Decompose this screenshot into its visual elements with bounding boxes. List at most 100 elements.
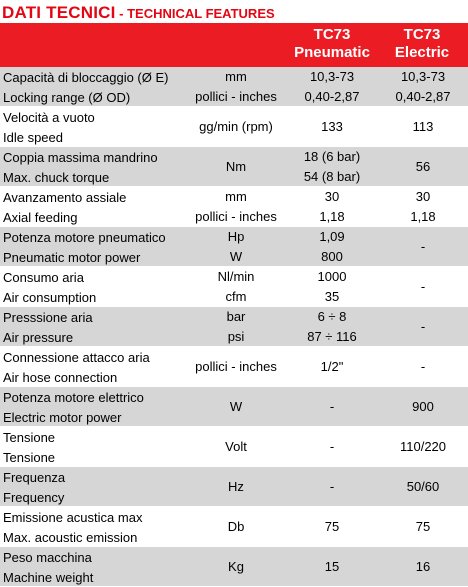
label-italian: Tensione	[3, 430, 56, 445]
electric-value-line: 1,18	[410, 208, 436, 224]
pneumatic-value-cell: -	[286, 387, 378, 426]
electric-value-line: 113	[412, 118, 434, 134]
unit-cell: mm pollici - inches	[186, 67, 286, 106]
electric-value-cell: -	[378, 227, 468, 266]
pneumatic-value-line: 30	[324, 189, 340, 204]
row-label: Potenza motore elettrico Electric motor p…	[3, 388, 144, 427]
unit-cell: Kg	[186, 547, 286, 586]
pneumatic-value-cell: 15	[286, 547, 378, 586]
label-italian: Emissione acustica max	[3, 510, 143, 525]
table-row: Emissione acustica max Max. acoustic emis…	[0, 507, 468, 547]
electric-value-cell: 75	[378, 507, 468, 546]
unit-line: gg/min (rpm)	[199, 118, 273, 134]
unit-cell: W	[186, 387, 286, 426]
row-label: Capacità di bloccaggio (Ø E) Locking rang…	[3, 68, 168, 107]
electric-value-cell: 30 1,18	[378, 187, 468, 226]
label-italian: Frequenza	[3, 470, 66, 485]
unit-line: cfm	[225, 288, 247, 304]
electric-value-cell: 16	[378, 547, 468, 586]
table-header: TC73 Pneumatic TC73 Electric	[0, 23, 468, 67]
electric-value-line: 0,40-2,87	[395, 88, 451, 104]
pneumatic-value-cell: 6 ÷ 8 87 ÷ 116	[286, 307, 378, 346]
pneumatic-value-cell: 1,09 800	[286, 227, 378, 266]
row-label: Presssione aria Air pressure	[3, 308, 93, 347]
pneumatic-value-cell: 18 (6 bar) 54 (8 bar)	[286, 147, 378, 186]
electric-value-line: -	[420, 358, 426, 374]
title-main: DATI TECNICI	[2, 3, 116, 22]
pneumatic-value-line: 6 ÷ 8	[317, 309, 347, 324]
table-row: Frequenza Frequency Hz - 50/60	[0, 467, 468, 507]
label-english: Electric motor power	[3, 409, 122, 425]
pneumatic-value-cell: -	[286, 467, 378, 506]
header-pneumatic-model: TC73	[313, 26, 351, 43]
pneumatic-value-line: 18 (6 bar)	[303, 149, 361, 164]
header-pneumatic-type: Pneumatic	[294, 44, 370, 61]
unit-line: Nl/min	[217, 269, 255, 284]
unit-line: Hz	[228, 478, 244, 494]
table-row: Potenza motore pneumatico Pneumatic motor…	[0, 227, 468, 267]
row-label: Connessione attacco aria Air hose connect…	[3, 348, 150, 387]
electric-value-line: -	[420, 278, 426, 294]
unit-line: mm	[225, 189, 247, 204]
label-english: Max. acoustic emission	[3, 529, 138, 545]
electric-value-line: -	[420, 238, 426, 254]
unit-cell: Db	[186, 507, 286, 546]
label-english: Locking range (Ø OD)	[3, 89, 131, 105]
pneumatic-value-cell: 133	[286, 107, 378, 146]
pneumatic-value-line: 10,3-73	[309, 69, 355, 84]
table-row: Avanzamento assiale Axial feeding mm pollic…	[0, 187, 468, 227]
electric-value-line: 75	[415, 518, 431, 534]
label-english: Max. chuck torque	[3, 169, 110, 185]
unit-cell: Hz	[186, 467, 286, 506]
row-label: Frequenza Frequency	[3, 468, 65, 507]
unit-cell: Nl/min cfm	[186, 267, 286, 306]
electric-value-cell: 56	[378, 147, 468, 186]
electric-value-cell: 900	[378, 387, 468, 426]
pneumatic-value-line: 1,18	[319, 208, 345, 224]
unit-cell: gg/min (rpm)	[186, 107, 286, 146]
electric-value-cell: 50/60	[378, 467, 468, 506]
pneumatic-value-cell: 75	[286, 507, 378, 546]
electric-value-cell: 110/220	[378, 427, 468, 466]
table-row: Consumo aria Air consumption Nl/min cfm 1000…	[0, 267, 468, 307]
row-label: Potenza motore pneumatico Pneumatic motor…	[3, 228, 166, 267]
unit-line: bar	[226, 309, 246, 324]
unit-cell: pollici - inches	[186, 347, 286, 386]
unit-line: psi	[227, 328, 245, 344]
pneumatic-value-line: 1,09	[319, 229, 345, 244]
header-electric: TC73 Electric	[376, 26, 468, 62]
label-english: Tensione	[3, 449, 56, 465]
pneumatic-value-line: 87 ÷ 116	[307, 328, 357, 344]
label-italian: Peso macchina	[3, 550, 92, 565]
header-electric-model: TC73	[403, 26, 441, 43]
unit-cell: Nm	[186, 147, 286, 186]
table-row: Presssione aria Air pressure bar psi 6 ÷ 8 87…	[0, 307, 468, 347]
pneumatic-value-cell: 30 1,18	[286, 187, 378, 226]
pneumatic-value-line: 54 (8 bar)	[303, 168, 361, 184]
pneumatic-value-line: 15	[324, 558, 340, 574]
unit-line: Nm	[225, 158, 247, 174]
row-label: Consumo aria Air consumption	[3, 268, 96, 307]
pneumatic-value-cell: -	[286, 427, 378, 466]
table-row: Coppia massima mandrino Max. chuck torque…	[0, 147, 468, 187]
label-english: Machine weight	[3, 569, 94, 585]
title-sub: - TECHNICAL FEATURES	[115, 6, 275, 21]
pneumatic-value-cell: 1/2"	[286, 347, 378, 386]
label-italian: Consumo aria	[3, 270, 84, 285]
header-pneumatic: TC73 Pneumatic	[286, 26, 378, 62]
label-italian: Potenza motore elettrico	[3, 390, 144, 405]
pneumatic-value-line: -	[329, 438, 335, 454]
pneumatic-value-line: 133	[321, 118, 343, 134]
unit-cell: Volt	[186, 427, 286, 466]
label-italian: Capacità di bloccaggio (Ø E)	[3, 70, 169, 85]
table-row: Capacità di bloccaggio (Ø E) Locking rang…	[0, 67, 468, 107]
unit-line: Volt	[225, 438, 247, 454]
row-label: Peso macchina Machine weight	[3, 548, 93, 587]
row-label: Velocità a vuoto Idle speed	[3, 108, 95, 147]
pneumatic-value-cell: 10,3-73 0,40-2,87	[286, 67, 378, 106]
unit-cell: Hp W	[186, 227, 286, 266]
label-italian: Velocità a vuoto	[3, 110, 95, 125]
label-italian: Connessione attacco aria	[3, 350, 150, 365]
electric-value-cell: -	[378, 347, 468, 386]
unit-cell: mm pollici - inches	[186, 187, 286, 226]
